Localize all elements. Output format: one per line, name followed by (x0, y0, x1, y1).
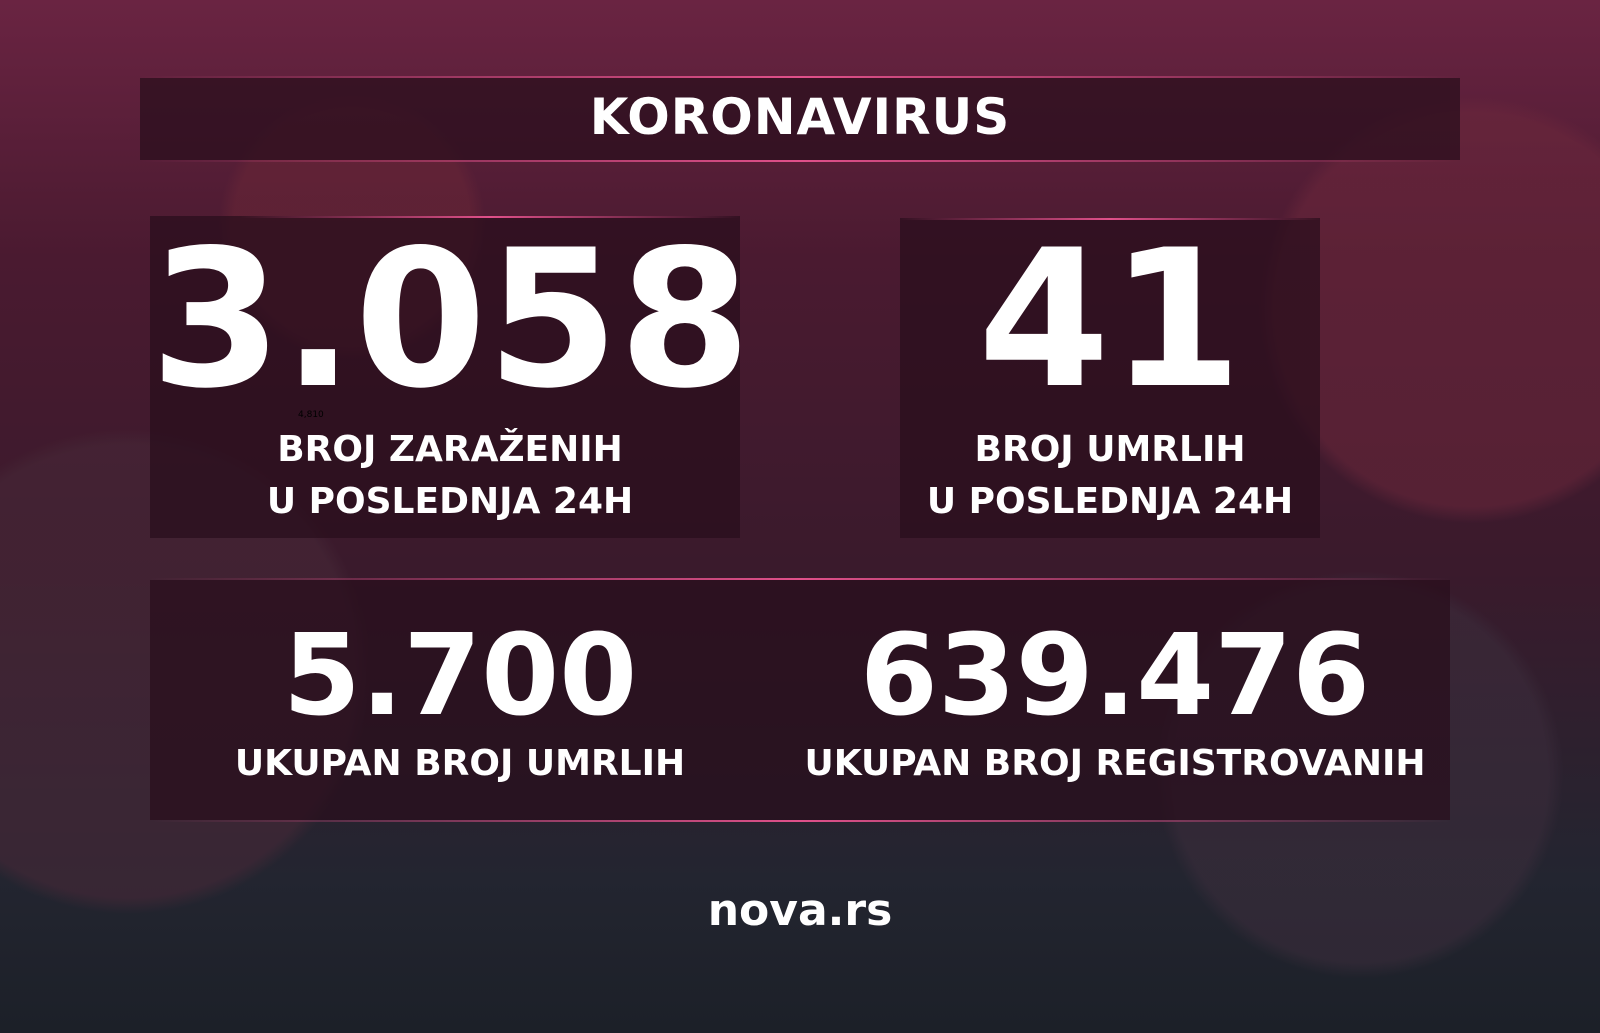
total-cases-value: 639.476 (859, 611, 1371, 741)
label-line: BROJ UMRLIH (974, 429, 1246, 470)
daily-band-left (150, 216, 740, 538)
new-cases-label: BROJ ZARAŽENIH U POSLEDNJA 24H (150, 424, 750, 528)
label-line: BROJ ZARAŽENIH (277, 429, 623, 470)
divider (900, 218, 1320, 220)
new-deaths-value: 41 (977, 209, 1243, 430)
label-line: U POSLEDNJA 24H (926, 481, 1294, 523)
daily-band-right (900, 218, 1320, 538)
page-title: KORONAVIRUS (589, 88, 1011, 146)
stray-note: 4,810 (298, 410, 324, 420)
total-cases-label: UKUPAN BROJ REGISTROVANIH (804, 743, 1426, 784)
divider (140, 160, 1460, 162)
new-deaths-label: BROJ UMRLIH U POSLEDNJA 24H (810, 424, 1410, 528)
total-deaths-value: 5.700 (282, 611, 638, 741)
title-band (140, 78, 1460, 160)
new-cases-value: 3.058 (150, 209, 751, 430)
divider (240, 216, 740, 218)
totals-band (150, 580, 1450, 820)
label-line: U POSLEDNJA 24H (266, 481, 634, 523)
divider (140, 76, 1460, 78)
divider (150, 820, 1450, 822)
total-deaths-label: UKUPAN BROJ UMRLIH (234, 743, 686, 784)
nova-logo: nova.rs (707, 885, 893, 936)
divider (150, 578, 1450, 580)
